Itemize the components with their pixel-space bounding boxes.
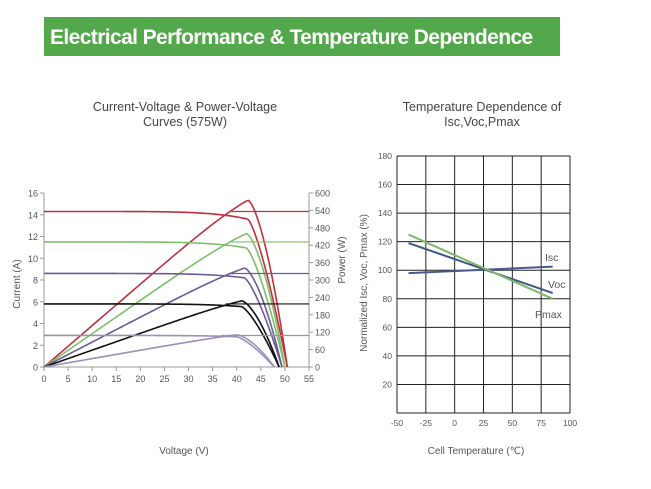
iv-y2-axis-label: Power (W) (337, 236, 348, 283)
iv-y-tick-label: 0 (33, 363, 38, 373)
temp-series-label-isc: Isc (545, 252, 558, 264)
temp-x-tick-label: -25 (420, 418, 433, 428)
iv-y2-tick-label: 60 (315, 345, 325, 355)
temp-series-line-isc (408, 265, 553, 275)
temp-x-tick-label: 25 (479, 418, 489, 428)
iv-y-tick-label: 4 (33, 319, 38, 329)
iv-x-tick-label: 15 (111, 374, 121, 384)
iv-x-tick-label: 45 (256, 374, 266, 384)
temp-x-tick-label: -50 (391, 418, 404, 428)
temp-series-line-pmax (408, 233, 554, 300)
temp-series-line-voc (408, 242, 554, 295)
iv-power-curve-1 (43, 199, 289, 368)
iv-x-tick-label: 10 (87, 374, 97, 384)
iv-x-tick-label: 35 (208, 374, 218, 384)
iv-y2-tick-label: 240 (315, 293, 330, 303)
iv-y2-tick-label: 120 (315, 328, 330, 338)
temp-y-tick-label: 40 (383, 351, 393, 361)
iv-current-curve-1 (44, 210, 289, 368)
iv-power-curve-2 (43, 232, 286, 368)
temp-x-tick-label: 75 (536, 418, 546, 428)
iv-y2-tick-label: 360 (315, 258, 330, 268)
iv-chart-title-line-2: Curves (575W) (142, 115, 228, 129)
iv-y2-tick-label: 480 (315, 223, 330, 233)
iv-y-tick-label: 2 (33, 341, 38, 351)
temp-chart-title: Temperature Dependence of Isc,Voc,Pmax (352, 100, 612, 130)
iv-y2-tick-label: 600 (315, 189, 330, 199)
iv-y-tick-label: 14 (28, 210, 38, 220)
iv-y-tick-label: 6 (33, 297, 38, 307)
iv-y2-tick-label: 540 (315, 206, 330, 216)
iv-x-tick-label: 50 (280, 374, 290, 384)
iv-chart-title-line-1: Current-Voltage & Power-Voltage (92, 100, 278, 114)
temp-x-tick-label: 50 (508, 418, 518, 428)
iv-x-tick-label: 30 (184, 374, 194, 384)
iv-power-curve-3 (43, 267, 283, 368)
temp-chart-title-line-2: Isc,Voc,Pmax (444, 115, 520, 129)
temp-y-tick-label: 100 (378, 265, 392, 275)
temp-series-label-voc: Voc (548, 279, 566, 291)
iv-current-curve-5 (44, 334, 275, 368)
temp-x-axis-label: Cell Temperature (℃) (428, 446, 525, 457)
section-header: Electrical Performance & Temperature Dep… (44, 17, 560, 56)
temp-y-tick-label: 180 (378, 151, 392, 161)
iv-y-tick-label: 10 (28, 254, 38, 264)
iv-y-tick-label: 12 (28, 232, 38, 242)
iv-y2-tick-label: 180 (315, 310, 330, 320)
iv-x-axis-label: Voltage (V) (159, 446, 208, 457)
iv-y-axis-label: Current (A) (12, 259, 23, 308)
iv-chart-title: Current-Voltage & Power-Voltage Curves (… (55, 100, 315, 130)
iv-current-curve-4 (44, 303, 280, 368)
iv-current-curve-3 (44, 272, 283, 368)
temp-x-tick-label: 100 (563, 418, 577, 428)
iv-x-tick-label: 0 (41, 374, 46, 384)
iv-x-tick-label: 5 (66, 374, 71, 384)
temp-y-tick-label: 20 (383, 379, 393, 389)
iv-current-curve-2 (44, 241, 286, 368)
temp-chart-title-line-1: Temperature Dependence of (402, 100, 562, 114)
iv-x-tick-label: 55 (304, 374, 314, 384)
temp-y-axis-label: Normalized Isc, Voc, Pmax (%) (359, 214, 370, 352)
iv-y-tick-label: 8 (33, 276, 38, 286)
temp-y-tick-label: 160 (378, 180, 392, 190)
iv-y2-tick-label: 300 (315, 276, 330, 286)
iv-x-tick-label: 25 (159, 374, 169, 384)
temp-y-tick-label: 120 (378, 237, 392, 247)
iv-x-tick-label: 20 (135, 374, 145, 384)
temp-x-tick-label: 0 (452, 418, 457, 428)
iv-power-curve-4 (43, 300, 280, 368)
temp-y-tick-label: 140 (378, 208, 392, 218)
iv-y-tick-label: 16 (28, 189, 38, 199)
iv-y2-tick-label: 0 (315, 363, 320, 373)
temp-y-tick-label: 80 (383, 294, 393, 304)
iv-x-tick-label: 40 (232, 374, 242, 384)
temp-y-tick-label: 60 (383, 322, 393, 332)
iv-y2-tick-label: 420 (315, 241, 330, 251)
temp-series-label-pmax: Pmax (535, 309, 563, 321)
